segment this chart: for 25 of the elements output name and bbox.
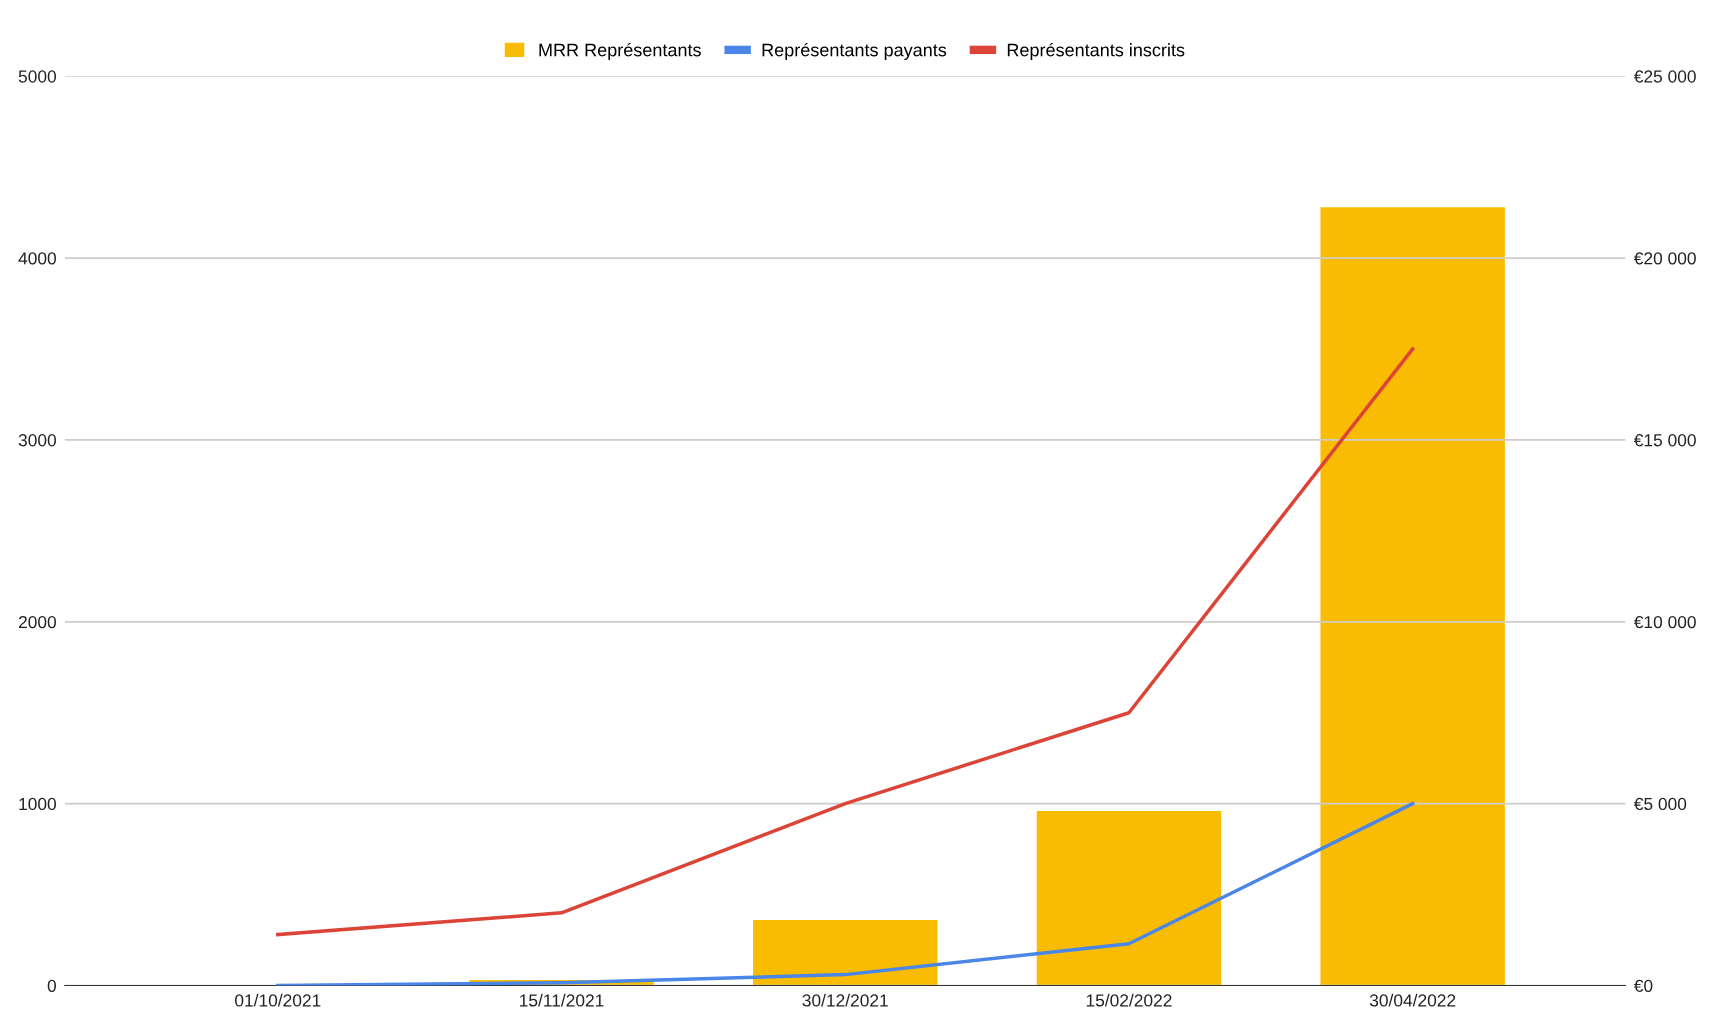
y2-tick-label: €25 000 bbox=[1633, 70, 1696, 83]
bar bbox=[1320, 207, 1505, 986]
y-tick-label: 5000 bbox=[18, 70, 57, 83]
y2-tick-label: €15 000 bbox=[1633, 434, 1696, 447]
x-tick-label: 30/12/2021 bbox=[802, 993, 888, 1007]
x-tick-label: 30/04/2022 bbox=[1369, 993, 1456, 1007]
y-tick-label: 4000 bbox=[18, 252, 57, 265]
y-tick-label: 3000 bbox=[18, 434, 57, 447]
legend-label: Représentants payants bbox=[762, 42, 947, 60]
x-tick-label: 15/02/2022 bbox=[1086, 993, 1172, 1007]
bar bbox=[753, 920, 938, 986]
x-tick-label: 01/10/2021 bbox=[235, 993, 321, 1007]
y2-tick-label: €0 bbox=[1633, 979, 1653, 992]
y2-tick-label: €5 000 bbox=[1633, 797, 1687, 811]
y-tick-label: 0 bbox=[47, 979, 57, 992]
y2-tick-label: €20 000 bbox=[1633, 252, 1696, 265]
line-series bbox=[276, 347, 1415, 937]
y-tick-label: 2000 bbox=[18, 615, 57, 629]
bar bbox=[1036, 810, 1222, 986]
x-tick-label: 15/11/2021 bbox=[520, 993, 604, 1007]
y-tick-label: 1000 bbox=[19, 797, 57, 811]
y2-tick-label: €10 000 bbox=[1633, 615, 1696, 629]
line-series bbox=[276, 801, 1415, 986]
legend-label: MRR Représentants bbox=[539, 42, 701, 60]
legend-label: Représentants inscrits bbox=[1007, 42, 1185, 60]
